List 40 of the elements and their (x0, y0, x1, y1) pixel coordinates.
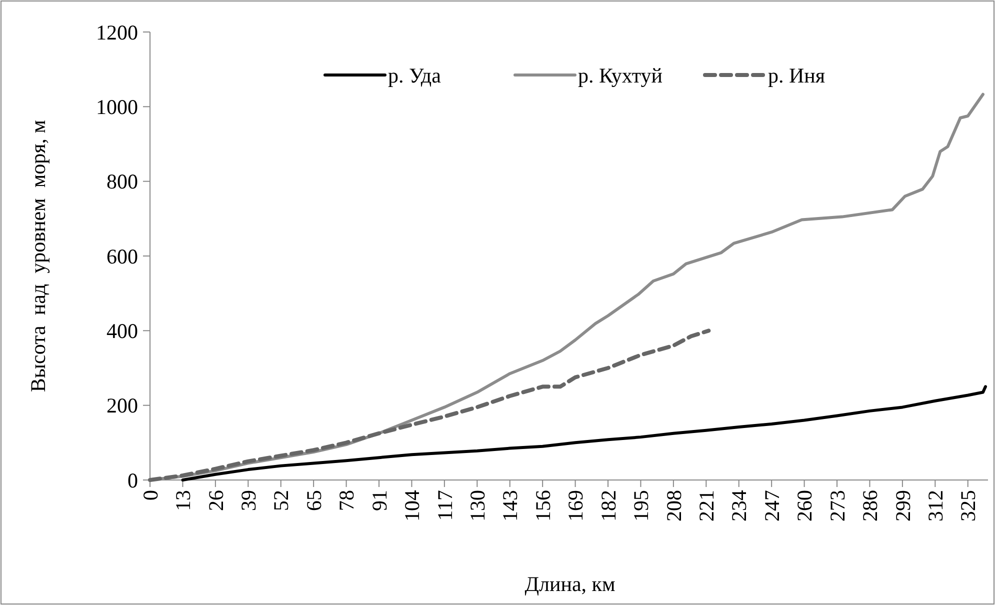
x-tick-label: 130 (465, 490, 490, 522)
x-tick-label: 208 (662, 490, 686, 522)
x-tick-label: 286 (858, 490, 882, 522)
x-tick-label: 325 (956, 490, 980, 522)
y-tick-label: 800 (106, 170, 138, 194)
x-tick-label: 299 (890, 490, 915, 522)
x-tick-label: 247 (760, 490, 784, 522)
x-tick-label: 65 (302, 490, 326, 511)
legend-label: р. Уда (388, 63, 442, 88)
x-tick-label: 52 (269, 490, 294, 511)
x-tick-label: 182 (596, 490, 620, 522)
x-tick-label: 78 (334, 490, 359, 511)
x-tick-label: 234 (727, 490, 752, 522)
legend-label: р. Иня (768, 63, 826, 88)
x-tick-label: 104 (400, 490, 424, 522)
line-series (148, 328, 711, 482)
x-tick-label: 312 (924, 490, 948, 522)
x-tick-label: 26 (204, 490, 228, 511)
y-tick-label: 200 (106, 394, 138, 418)
x-tick-label: 117 (432, 490, 457, 521)
x-tick-label: 273 (825, 490, 850, 522)
legend-label: р. Кухтуй (578, 63, 663, 88)
x-tick-label: 13 (171, 490, 196, 511)
y-tick-label: 1200 (96, 20, 138, 44)
x-tick-label: 221 (694, 490, 718, 522)
y-tick-label: 600 (106, 244, 138, 268)
x-tick-label: 195 (629, 490, 654, 522)
x-tick-label: 169 (564, 490, 588, 522)
line-series (181, 385, 987, 482)
x-tick-label: 91 (367, 490, 392, 511)
x-axis-title: Длина, км (524, 572, 616, 596)
y-axis-title: Высота над уровнем моря, м (26, 120, 50, 392)
x-tick-label: 0 (138, 490, 162, 500)
x-tick-label: 39 (236, 490, 260, 511)
y-tick-label: 400 (106, 319, 138, 344)
x-tick-label: 156 (530, 490, 555, 522)
x-tick-label: 260 (792, 490, 817, 522)
y-tick-label: 1000 (96, 95, 138, 120)
y-tick-label: 0 (128, 468, 138, 492)
x-tick-label: 143 (498, 490, 522, 522)
